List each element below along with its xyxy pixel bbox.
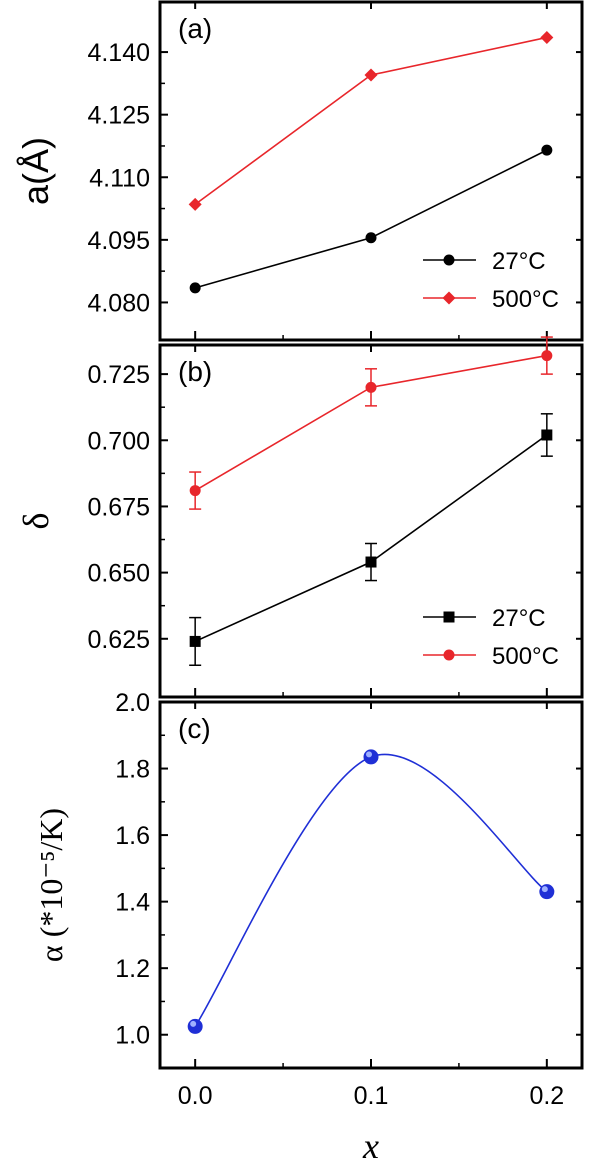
- data-point-marker: [189, 282, 201, 294]
- y-tick-label: 4.110: [89, 164, 150, 192]
- panel-label: (a): [178, 13, 212, 44]
- panel-label: (b): [178, 356, 212, 387]
- y-tick-label: 1.6: [115, 822, 150, 850]
- data-point-marker: [540, 30, 554, 44]
- data-point-marker: [189, 635, 201, 647]
- legend: 27°C 500°C: [423, 605, 559, 670]
- data-point-marker: [365, 556, 377, 568]
- y-tick-label: 0.700: [87, 427, 150, 455]
- y-tick-label: 0.675: [87, 493, 150, 521]
- series-0: [187, 749, 555, 1034]
- panel-1: 0.625 0.650 0.675 0.700 0.725 (b) δ 27°C 500°C: [16, 336, 584, 699]
- data-point-highlight: [190, 1020, 197, 1027]
- legend-label: 500°C: [492, 643, 559, 670]
- data-point: [539, 884, 555, 900]
- y-tick-label: 0.650: [87, 560, 150, 588]
- legend-marker: [443, 254, 455, 266]
- data-point-marker: [541, 429, 553, 441]
- series-1: [188, 30, 554, 211]
- panel-0: 4.080 4.095 4.110 4.125 4.140 (a) a(Å) 27°C 500°…: [15, 0, 584, 342]
- legend-marker: [443, 649, 455, 661]
- x-tick-label: 0.1: [354, 1082, 389, 1110]
- y-tick-label: 0.725: [87, 361, 150, 389]
- data-point-marker: [188, 197, 202, 211]
- x-tick-label: 0.0: [178, 1082, 213, 1110]
- data-point-highlight: [541, 886, 548, 893]
- legend-marker: [443, 611, 455, 623]
- legend-label: 27°C: [492, 605, 546, 632]
- series-1: [189, 336, 553, 510]
- panel-2: 1.0 1.2 1.4 1.6 1.8 2.0 (c) α (*10⁻⁵/K): [33, 689, 584, 1070]
- data-point-highlight: [366, 751, 372, 758]
- legend-label: 500°C: [492, 286, 559, 313]
- series-0: [189, 144, 553, 294]
- legend-label: 27°C: [492, 248, 546, 275]
- legend-marker: [442, 291, 456, 305]
- y-tick-label: 4.140: [87, 39, 150, 67]
- data-point-marker: [364, 68, 378, 82]
- data-point: [363, 749, 379, 765]
- panel-label: (c): [178, 713, 211, 744]
- series-line: [194, 36, 548, 206]
- y-tick-label: 1.2: [115, 955, 150, 983]
- y-tick-label: 1.0: [115, 1022, 150, 1050]
- series-0: [189, 413, 553, 666]
- y-tick-label: 1.8: [115, 756, 150, 784]
- series-line: [194, 753, 548, 1027]
- x-axis-label: x: [362, 1126, 379, 1166]
- y-tick-label: 4.095: [87, 227, 150, 255]
- data-point-marker: [365, 381, 377, 393]
- data-point-marker: [189, 485, 201, 497]
- y-tick-label: 4.080: [87, 289, 150, 317]
- y-axis-label: α (*10⁻⁵/K): [33, 808, 69, 962]
- data-point-marker: [541, 350, 553, 362]
- y-axis-label: a(Å): [15, 137, 56, 205]
- legend: 27°C 500°C: [423, 248, 559, 313]
- x-tick-label: 0.2: [529, 1082, 564, 1110]
- data-point-marker: [365, 232, 377, 244]
- y-tick-label: 1.4: [115, 889, 150, 917]
- data-point: [187, 1018, 203, 1034]
- data-point-marker: [541, 144, 553, 156]
- y-tick-label: 0.625: [87, 626, 150, 654]
- y-tick-label: 4.125: [87, 102, 150, 130]
- y-tick-label: 2.0: [115, 689, 150, 717]
- y-axis-label: δ: [16, 513, 56, 530]
